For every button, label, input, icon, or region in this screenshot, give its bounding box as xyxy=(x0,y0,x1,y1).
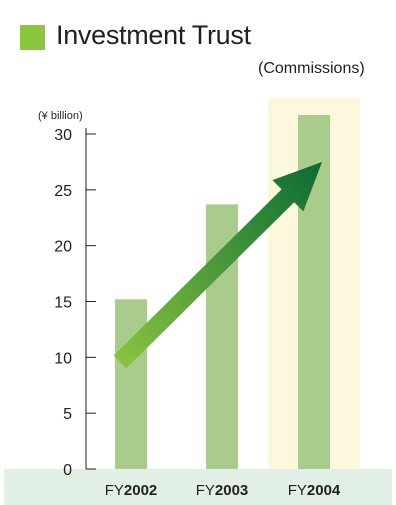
chart-title: Investment Trust xyxy=(56,20,251,50)
y-tick-label: 30 xyxy=(54,127,72,144)
y-unit-label: (¥ billion) xyxy=(38,110,83,122)
x-axis-band xyxy=(4,469,392,505)
x-tick-label: FY2004 xyxy=(288,482,341,499)
y-tick-label: 10 xyxy=(54,350,72,367)
x-tick-label: FY2002 xyxy=(105,482,158,499)
x-tick-label: FY2003 xyxy=(196,482,249,499)
y-tick-label: 25 xyxy=(54,183,72,200)
y-tick-label: 0 xyxy=(63,462,72,479)
y-tick-label: 5 xyxy=(63,406,72,423)
bar-2002 xyxy=(115,299,147,469)
trend-arrow-icon xyxy=(113,162,322,369)
y-tick-label: 20 xyxy=(54,239,72,256)
title-square-icon xyxy=(20,25,45,50)
chart-subtitle: (Commissions) xyxy=(258,60,365,77)
y-tick-label: 15 xyxy=(54,295,72,312)
